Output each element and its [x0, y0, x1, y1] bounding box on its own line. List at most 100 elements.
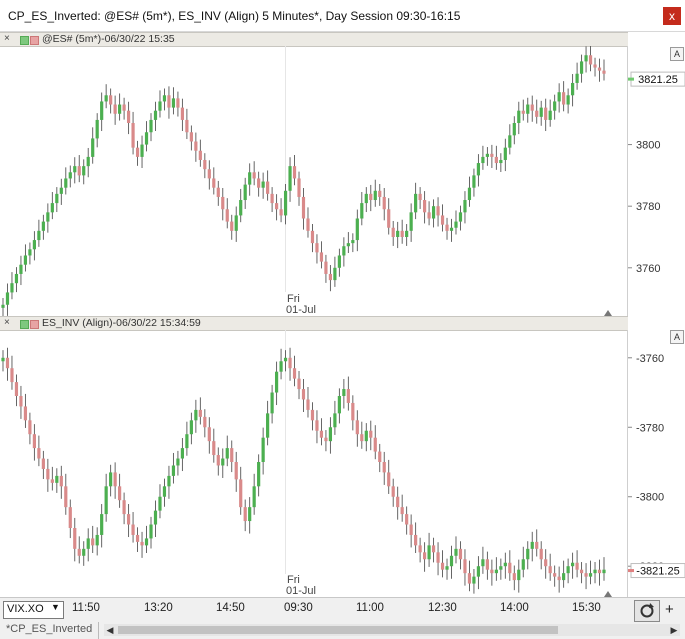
candle-body — [185, 434, 189, 449]
candle-body — [32, 434, 36, 449]
candle-body — [274, 203, 279, 210]
candle-body — [418, 193, 422, 201]
candle-body — [508, 562, 512, 574]
candle-body — [118, 486, 122, 501]
time-axis-label: 09:30 — [284, 602, 313, 614]
scroll-left-icon[interactable]: ◀ — [106, 625, 114, 635]
candle-body — [126, 110, 131, 124]
candle-body — [261, 437, 265, 462]
bottom-last-price-marker — [628, 569, 634, 573]
candle-body — [422, 552, 427, 560]
candle-body — [225, 448, 229, 459]
candle-body — [131, 524, 135, 535]
candle-body — [364, 193, 368, 204]
symbol-select[interactable]: VIX.XO ▼ — [3, 601, 64, 619]
candle-body — [535, 110, 539, 117]
candle-body — [234, 215, 238, 231]
candle-body — [387, 472, 391, 487]
candle-body — [310, 409, 315, 421]
time-axis-label: 11:00 — [356, 602, 384, 614]
candle-body — [494, 569, 498, 574]
candle-body — [234, 462, 238, 480]
candle-body — [82, 166, 86, 176]
up-color-swatch — [20, 320, 29, 329]
candle-body — [512, 573, 516, 581]
candle-body — [64, 486, 68, 508]
candle-body — [153, 110, 158, 120]
candle-body — [46, 212, 50, 222]
candle-body — [77, 548, 81, 556]
candle-body — [113, 472, 117, 487]
candle-body — [575, 73, 579, 83]
candle-body — [288, 166, 292, 191]
candle-body — [382, 462, 386, 473]
close-pane-button[interactable]: × — [4, 33, 10, 44]
candle-body — [50, 203, 54, 213]
candle-body — [427, 545, 431, 560]
candle-body — [467, 187, 472, 201]
candle-body — [261, 181, 265, 188]
candle-body — [14, 382, 19, 396]
candle-body — [373, 190, 377, 201]
candle-body — [122, 104, 126, 111]
candle-body — [180, 448, 185, 459]
candle-body — [481, 559, 485, 567]
candle-body — [360, 203, 364, 219]
horizontal-scrollbar[interactable]: ◀ ▶ — [104, 624, 680, 636]
bottom-autoscale-button[interactable]: A — [670, 330, 684, 344]
candle-body — [59, 475, 63, 487]
close-window-button[interactable]: x — [663, 7, 681, 25]
candle-body — [494, 156, 498, 164]
candle-body — [189, 132, 193, 142]
candle-body — [364, 430, 368, 442]
candle-body — [252, 172, 256, 179]
chevron-down-icon[interactable]: ▼ — [51, 602, 60, 612]
candle-body — [593, 569, 597, 574]
top-last-price-marker — [628, 77, 634, 81]
candle-body — [135, 534, 140, 542]
top-price-chart[interactable]: Fri 01-Jul 3800 3780 3760 3821.25 — [0, 46, 685, 316]
candle-body — [230, 448, 234, 462]
refresh-button[interactable] — [634, 600, 660, 622]
candle-body — [221, 458, 225, 466]
candle-body — [68, 172, 72, 179]
candle-body — [279, 209, 283, 216]
candle-body — [400, 507, 404, 515]
candle-body — [373, 437, 377, 452]
add-tab-button[interactable]: + — [665, 601, 674, 618]
candle-body — [566, 566, 570, 574]
candle-body — [113, 104, 117, 114]
candle-body — [467, 573, 472, 584]
sheet-tab[interactable]: *CP_ES_Inverted — [0, 622, 100, 639]
scroll-thumb[interactable] — [118, 626, 558, 634]
candle-body — [571, 82, 575, 96]
candle-body — [73, 528, 77, 549]
candle-body — [346, 389, 350, 403]
scroll-right-icon[interactable]: ▶ — [670, 625, 678, 635]
top-day-marker-weekday: Fri — [287, 293, 300, 305]
candle-body — [369, 193, 373, 201]
candle-body — [50, 479, 54, 483]
candle-body — [449, 227, 454, 231]
candle-body — [41, 458, 45, 469]
candle-body — [579, 61, 584, 74]
bottom-price-chart[interactable]: Fri 01-Jul -3760-3780-3800-3820 -3821.25 — [0, 330, 685, 597]
candle-body — [19, 264, 23, 274]
top-autoscale-button[interactable]: A — [670, 47, 684, 61]
candle-body — [266, 413, 270, 438]
candle-body — [86, 156, 90, 167]
candle-body — [301, 196, 306, 219]
candle-body — [553, 101, 557, 111]
candle-body — [562, 573, 566, 581]
candle-body — [517, 110, 521, 124]
candle-body — [207, 169, 211, 179]
candle-body — [225, 209, 229, 222]
candle-body — [28, 420, 32, 435]
candle-body — [68, 507, 72, 528]
top-day-marker-date: 01-Jul — [286, 304, 316, 316]
close-pane-button[interactable]: × — [4, 317, 10, 328]
candle-body — [351, 402, 355, 421]
time-axis-label: 15:30 — [572, 602, 601, 614]
candle-body — [248, 507, 252, 522]
window-title-bar[interactable]: CP_ES_Inverted: @ES# (5m*), ES_INV (Alig… — [0, 0, 685, 49]
